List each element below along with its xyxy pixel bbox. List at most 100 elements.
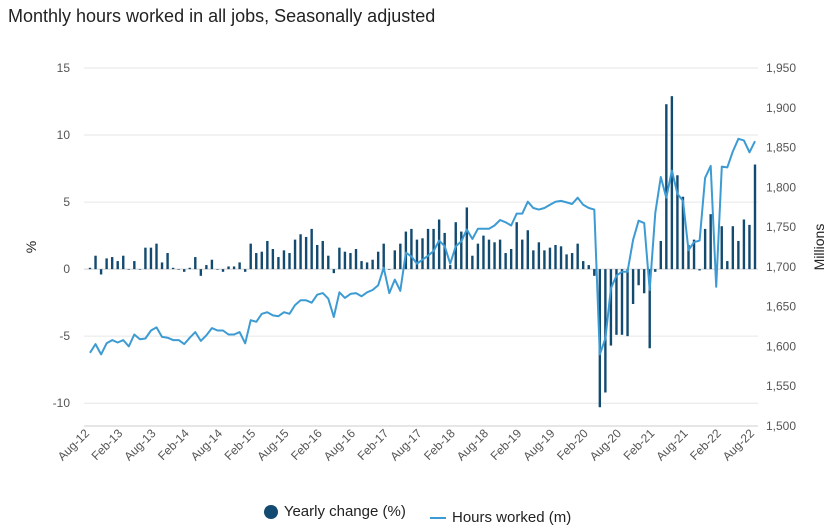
bar-yearly-change xyxy=(559,246,563,270)
bar-yearly-change xyxy=(437,219,441,270)
bar-yearly-change xyxy=(609,269,613,346)
legend-item-line[interactable]: Hours worked (m) xyxy=(430,509,571,526)
x-tick-label: Aug-21 xyxy=(653,426,690,463)
bar-yearly-change xyxy=(593,269,596,276)
bar-yearly-change xyxy=(183,269,186,272)
bar-yearly-change xyxy=(238,262,241,270)
left-tick-label: -5 xyxy=(59,329,70,343)
bar-yearly-change xyxy=(748,224,751,270)
bar-yearly-change xyxy=(304,236,308,270)
legend-line-icon xyxy=(430,516,446,519)
bar-yearly-change xyxy=(349,253,352,270)
bar-yearly-change xyxy=(271,249,275,270)
bar-yearly-change xyxy=(753,164,757,270)
bar-yearly-change xyxy=(515,222,518,270)
x-tick-label: Feb-20 xyxy=(554,426,591,463)
right-tick-label: 1,750 xyxy=(766,220,796,234)
bar-yearly-change xyxy=(471,255,474,270)
chart-title: Monthly hours worked in all jobs, Season… xyxy=(8,6,436,26)
bar-yearly-change xyxy=(631,269,635,304)
left-tick-label: 15 xyxy=(57,61,71,75)
bar-yearly-change xyxy=(687,244,690,270)
bar-yearly-change xyxy=(582,261,585,270)
x-tick-label: Aug-18 xyxy=(454,426,491,463)
legend-label: Hours worked (m) xyxy=(452,509,572,526)
bar-yearly-change xyxy=(299,234,302,270)
bar-yearly-change xyxy=(487,239,491,270)
x-tick-label: Aug-19 xyxy=(520,426,557,463)
bar-yearly-change xyxy=(371,259,374,270)
bar-yearly-change xyxy=(260,251,263,270)
bar-yearly-change xyxy=(720,226,723,270)
x-tick-label: Feb-14 xyxy=(155,426,192,463)
bar-yearly-change xyxy=(277,257,280,270)
bar-yearly-change xyxy=(554,244,557,270)
bar-yearly-change xyxy=(288,253,291,270)
bar-yearly-change xyxy=(205,265,208,270)
bar-yearly-change xyxy=(681,196,685,270)
bar-yearly-change xyxy=(105,258,108,270)
x-tick-label: Feb-22 xyxy=(687,426,724,463)
x-tick-label: Aug-22 xyxy=(720,426,757,463)
right-tick-label: 1,900 xyxy=(766,101,796,115)
x-tick-label: Feb-21 xyxy=(621,426,658,463)
bar-yearly-change xyxy=(498,239,502,270)
bar-yearly-change xyxy=(570,253,574,270)
bar-yearly-change xyxy=(316,244,319,270)
bar-yearly-change xyxy=(654,269,657,272)
bar-yearly-change xyxy=(410,228,413,270)
right-tick-label: 1,550 xyxy=(766,379,796,393)
bar-yearly-change xyxy=(670,96,674,270)
bar-yearly-change xyxy=(166,253,169,270)
x-tick-label: Aug-12 xyxy=(55,426,92,463)
bar-yearly-change xyxy=(160,262,164,270)
x-tick-label: Aug-16 xyxy=(321,426,358,463)
bar-yearly-change xyxy=(327,255,330,270)
right-tick-label: 1,800 xyxy=(766,180,796,194)
bar-yearly-change xyxy=(360,261,363,270)
bar-yearly-change xyxy=(521,239,524,270)
bar-yearly-change xyxy=(587,265,590,270)
bar-yearly-change xyxy=(637,269,640,286)
bar-yearly-change xyxy=(709,214,712,270)
legend: Yearly change (%) Hours worked (m) xyxy=(0,503,835,526)
bar-yearly-change xyxy=(332,269,336,274)
x-tick-label: Feb-19 xyxy=(488,426,525,463)
bar-yearly-change xyxy=(177,269,180,270)
left-axis-label: % xyxy=(23,241,39,253)
bar-yearly-change xyxy=(365,262,369,270)
right-tick-label: 1,600 xyxy=(766,339,796,353)
bar-yearly-change xyxy=(138,269,142,270)
bar-yearly-change xyxy=(565,254,568,270)
bar-yearly-change xyxy=(338,247,341,270)
bar-yearly-change xyxy=(227,266,230,270)
bar-yearly-change xyxy=(310,228,313,270)
bar-yearly-change xyxy=(399,243,402,270)
bar-yearly-change xyxy=(293,239,297,270)
bar-yearly-change xyxy=(548,247,552,270)
bar-yearly-change xyxy=(532,250,535,270)
bar-yearly-change xyxy=(388,269,391,270)
bar-yearly-change xyxy=(482,235,485,270)
bar-yearly-change xyxy=(731,226,735,270)
legend-dot-icon xyxy=(263,504,278,519)
bar-yearly-change xyxy=(404,231,408,270)
right-axis-label: Millions xyxy=(811,224,827,271)
bar-yearly-change xyxy=(476,243,480,270)
bar-yearly-change xyxy=(382,243,385,270)
legend-item-bars[interactable]: Yearly change (%) xyxy=(263,503,406,520)
x-tick-label: Aug-15 xyxy=(254,426,291,463)
bar-yearly-change xyxy=(576,243,579,270)
bar-yearly-change xyxy=(665,104,668,270)
bar-yearly-change xyxy=(543,250,546,270)
line-hours-worked xyxy=(89,137,756,356)
legend-label: Yearly change (%) xyxy=(283,503,406,520)
bar-yearly-change xyxy=(659,240,662,270)
x-tick-label: Aug-17 xyxy=(387,426,424,463)
bar-yearly-change xyxy=(648,269,651,349)
bar-yearly-change xyxy=(726,261,729,270)
bar-yearly-change xyxy=(199,269,203,276)
bar-yearly-change xyxy=(526,230,529,270)
bar-yearly-change xyxy=(255,253,258,270)
